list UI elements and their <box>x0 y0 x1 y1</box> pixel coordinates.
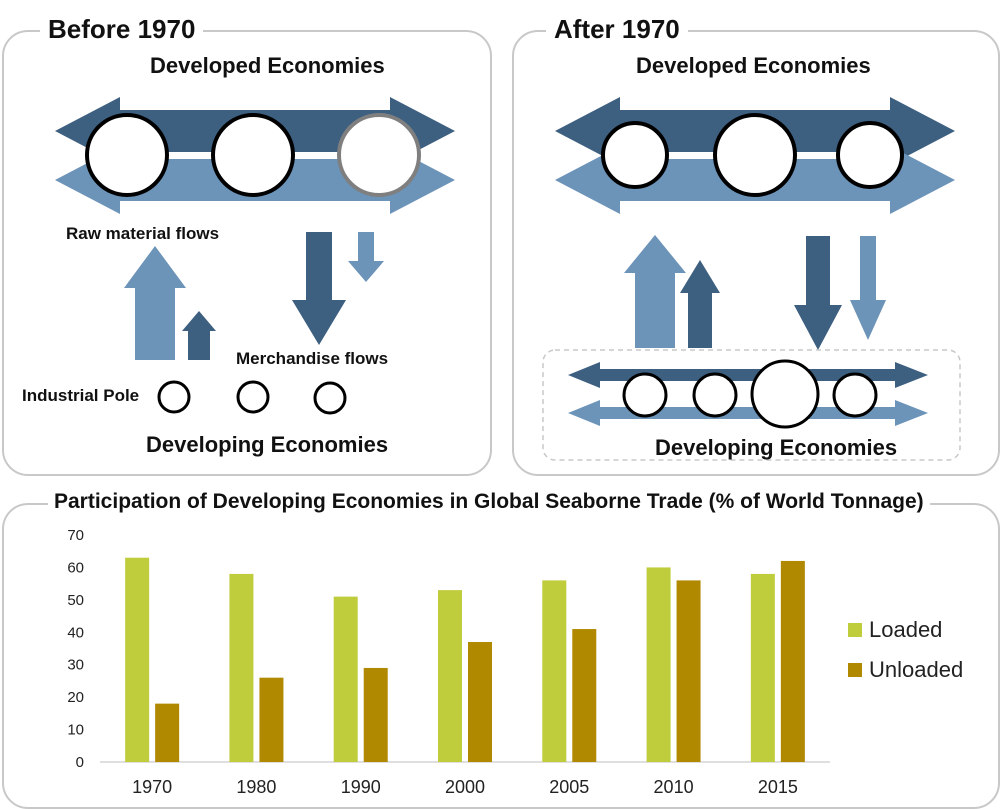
legend-label-loaded: Loaded <box>869 617 942 642</box>
developed-economy-node <box>601 121 669 189</box>
bar-unloaded-1990 <box>363 667 388 762</box>
merchandise-down-arrow-large <box>292 232 346 345</box>
developed-economy-node-faded <box>337 113 421 197</box>
before-developing-economies-label: Developing Economies <box>146 432 389 457</box>
developing-bottom-flow-arrow <box>568 400 928 426</box>
chart-title: Participation of Developing Economies in… <box>48 488 930 516</box>
bar-unloaded-1980 <box>259 677 284 762</box>
x-tick-label: 2015 <box>758 777 798 797</box>
bar-loaded-2015 <box>750 573 775 762</box>
y-tick-label: 40 <box>67 624 84 641</box>
bar-unloaded-2000 <box>468 642 492 762</box>
bar-unloaded-2015 <box>780 560 805 762</box>
x-tick-label: 1990 <box>341 777 381 797</box>
merchandise-down-arrow-small <box>348 232 384 282</box>
before-developed-economies-label: Developed Economies <box>150 53 385 78</box>
after-down-arrow-large <box>794 236 842 350</box>
bar-unloaded-2010 <box>676 580 701 762</box>
after-1970-title: After 1970 <box>546 14 688 44</box>
x-tick-label: 1980 <box>236 777 276 797</box>
raw-material-up-arrow-large <box>124 246 186 360</box>
developing-economy-node <box>236 380 270 414</box>
x-tick-label: 2005 <box>549 777 589 797</box>
before-1970-title: Before 1970 <box>40 14 204 44</box>
raw-material-flows-label: Raw material flows <box>66 224 220 243</box>
y-tick-label: 20 <box>67 689 84 706</box>
x-tick-label: 2010 <box>654 777 694 797</box>
y-tick-label: 60 <box>67 559 84 576</box>
after-developed-economies-label: Developed Economies <box>636 53 871 78</box>
y-tick-label: 0 <box>76 754 84 771</box>
developing-economy-node <box>313 381 347 415</box>
after-developing-economies-label: Developing Economies <box>655 435 898 460</box>
bar-loaded-2010 <box>646 567 671 762</box>
after-up-arrow-large <box>624 235 686 348</box>
bar-loaded-1970 <box>125 557 150 762</box>
developing-top-flow-arrow <box>568 362 928 388</box>
x-tick-label: 1970 <box>132 777 172 797</box>
developing-economy-node <box>692 372 738 418</box>
merchandise-flows-label: Merchandise flows <box>236 349 389 368</box>
y-tick-label: 30 <box>67 657 84 674</box>
bar-unloaded-1970 <box>155 703 180 762</box>
bar-loaded-2005 <box>542 580 567 762</box>
legend-swatch-loaded <box>848 623 862 637</box>
developing-economy-node <box>832 372 878 418</box>
industrial-pole-node <box>157 380 191 414</box>
raw-material-up-arrow-small <box>182 311 216 360</box>
bar-unloaded-2005 <box>572 629 597 762</box>
seaborne-trade-chart: 0 10 20 30 40 50 60 70 1970 1980 1990 2000 2005 2010 2… <box>67 527 963 797</box>
legend-swatch-unloaded <box>848 663 862 677</box>
y-tick-label: 50 <box>67 592 84 609</box>
y-tick-label: 70 <box>67 527 84 544</box>
x-tick-label: 2000 <box>445 777 485 797</box>
developing-economies-box <box>542 349 961 461</box>
industrial-pole-label: Industrial Pole <box>22 386 140 405</box>
developed-economy-node <box>85 113 169 197</box>
legend-label-unloaded: Unloaded <box>869 657 963 682</box>
developed-economy-node <box>211 113 295 197</box>
developing-economy-node-large <box>750 359 820 429</box>
after-up-arrow-small <box>680 260 720 348</box>
y-tick-label: 10 <box>67 722 84 739</box>
bar-loaded-1990 <box>333 596 358 762</box>
developed-economy-node <box>713 113 797 197</box>
developing-economy-node <box>622 372 668 418</box>
developed-economy-node <box>836 121 904 189</box>
bar-loaded-2000 <box>438 590 462 762</box>
bar-loaded-1980 <box>229 573 254 762</box>
after-down-arrow-small <box>850 236 886 340</box>
